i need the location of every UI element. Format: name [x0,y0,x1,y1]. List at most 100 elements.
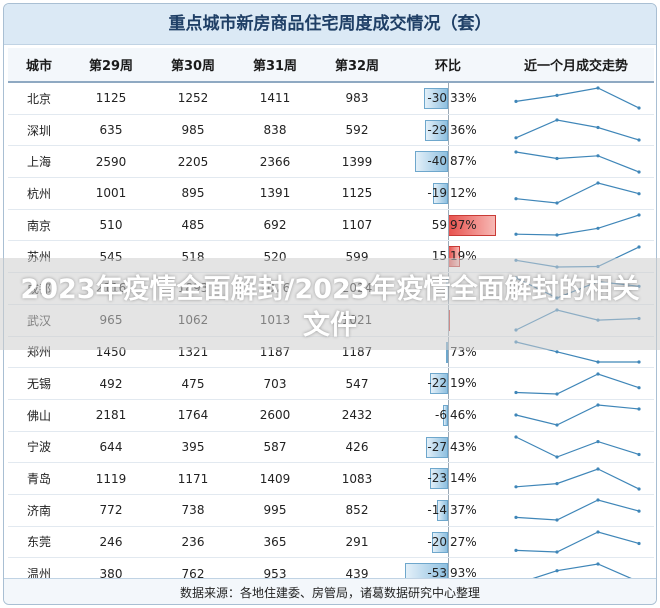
week30-cell: 485 [152,209,234,242]
trend-point [596,439,600,444]
trend-line [515,119,640,141]
week32-cell: 592 [316,114,398,147]
trend-point [596,226,600,230]
change-cell: -23 14% [398,462,498,495]
trend-point [514,232,518,236]
change-value-label: -53 [427,566,447,581]
trend-point [514,516,518,520]
city-cell: 济南 [8,494,70,527]
week30-cell: 475 [152,367,234,400]
table-row: 东莞 246 236 365 291 -20 27% [8,526,654,559]
change-percent-label: 93% [450,566,477,581]
change-axis-line [448,178,449,209]
trend-sparkline [514,403,641,427]
trend-cell [498,399,654,432]
week30-cell: 738 [152,494,234,527]
trend-point [637,360,641,364]
change-value-label: -23 [427,471,447,486]
table-header-row: 城市 第29周 第30周 第31周 第32周 环比 近一个月成交走势 [8,48,654,83]
table-row: 济南 772 738 995 852 -14 37% [8,494,654,527]
change-value-label: -40 [427,154,447,169]
trend-cell [498,367,654,400]
trend-line [515,151,640,173]
trend-point [637,245,641,249]
change-percent-label: 33% [450,91,477,105]
trend-point [596,466,600,471]
change-axis-line [448,368,449,399]
change-bar-negative [430,373,448,395]
trend-point [555,481,559,485]
city-cell: 深圳 [8,114,70,147]
trend-point [514,484,518,488]
trend-point [555,201,559,206]
week30-cell: 1764 [152,399,234,432]
week32-cell: 1125 [316,177,398,210]
change-cell: -27 43% [398,431,498,464]
week30-cell: 395 [152,431,234,464]
trend-cell [498,209,654,242]
trend-cell [498,526,654,559]
city-cell: 南京 [8,209,70,242]
week29-cell: 2590 [70,145,152,179]
week30-cell: 2205 [152,145,234,179]
week32-cell: 983 [316,82,398,115]
trend-point [514,150,518,154]
week31-cell: 1409 [234,462,316,495]
trend-line [515,372,640,395]
change-value-label: -27 [427,439,447,454]
table-row: 北京 1125 1252 1411 983 -30 33% [8,82,654,115]
trend-line [515,214,640,236]
page-title: 重点城市新房商品住宅周度成交情况（套） [4,4,656,45]
change-axis-line [448,526,449,558]
change-axis-line [448,209,449,241]
trend-point [637,138,641,142]
week31-cell: 1411 [234,82,316,115]
trend-point [555,118,559,122]
week31-cell: 365 [234,526,316,559]
trend-sparkline [514,150,641,174]
trend-point [637,385,641,389]
change-value-label: -20 [427,534,447,549]
week31-cell: 2600 [234,399,316,432]
trend-sparkline [514,213,641,237]
change-axis-line [448,431,449,463]
header-change: 环比 [398,48,498,83]
week29-cell: 644 [70,431,152,464]
change-cell: -40 87% [398,145,498,179]
table-row: 宁波 644 395 587 426 -27 43% [8,431,654,464]
trend-cell [498,145,654,179]
trend-point [555,156,559,160]
watermark-text: 2023年疫情全面解封/2023年疫情全面解封的相关文件 [20,274,640,341]
week29-cell: 1001 [70,177,152,210]
trend-point [596,371,600,376]
week32-cell: 1107 [316,209,398,242]
trend-point [637,541,641,546]
change-percent-label: 37% [450,502,477,517]
change-cell: -30 33% [398,82,498,115]
change-value-label: -14 [427,502,447,517]
change-axis-line [448,494,449,526]
trend-point [514,100,518,104]
trend-point [514,548,518,552]
trend-point [637,170,641,174]
trend-sparkline [514,498,641,522]
change-percent-label: 97% [450,217,477,232]
trend-point [596,562,600,566]
week30-cell: 895 [152,177,234,210]
week32-cell: 852 [316,494,398,527]
change-axis-line [448,146,449,178]
city-cell: 佛山 [8,399,70,432]
trend-line [515,436,640,458]
change-cell: 59 97% [398,209,498,242]
week29-cell: 2181 [70,399,152,432]
week30-cell: 1171 [152,462,234,495]
trend-point [637,486,641,491]
trend-point [596,498,600,502]
header-week31: 第31周 [234,48,316,83]
data-source-note: 数据来源：各地住建委、房管局，诸葛数据研究中心整理 [4,578,656,604]
trend-point [555,518,559,522]
change-percent-label: 12% [450,186,477,201]
week32-cell: 426 [316,431,398,464]
change-bar-negative [442,404,448,426]
city-cell: 东莞 [8,526,70,559]
